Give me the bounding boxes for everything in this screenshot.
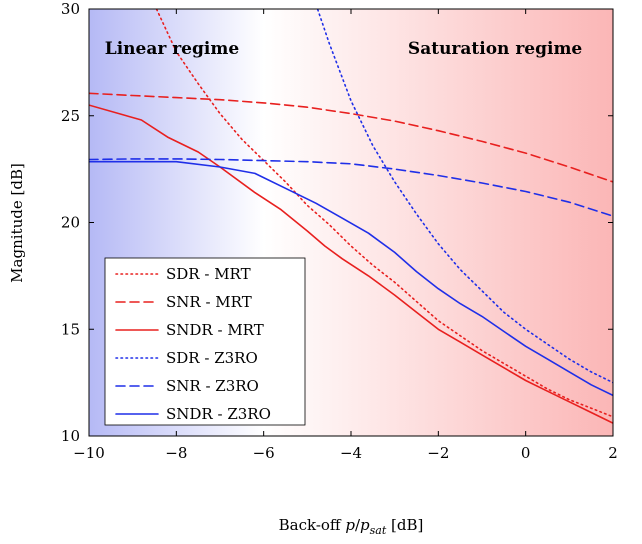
y-tick-label: 25 <box>61 107 80 125</box>
legend-label: SNDR - Z3RO <box>166 405 271 423</box>
series-layer <box>89 9 613 425</box>
x-tick-label: 0 <box>521 444 531 462</box>
region-label-linear: Linear regime <box>105 39 240 59</box>
y-tick-label: 20 <box>61 214 80 232</box>
legend-box <box>104 257 306 426</box>
series-line-snr-mrt <box>89 92 613 183</box>
y-tick-label: 30 <box>61 0 80 18</box>
x-tick-label: −6 <box>253 444 275 462</box>
x-axis-label: Back-off p/psat [dB] <box>279 516 424 537</box>
axis-ticks <box>88 8 614 437</box>
series-line-snr-z3ro <box>89 158 613 217</box>
y-tick-label: 10 <box>61 427 80 445</box>
y-axis-label: Magnitude [dB] <box>8 163 26 283</box>
legend-label: SDR - MRT <box>166 265 251 283</box>
series-line-sdr-z3ro <box>316 9 613 384</box>
series-line-sndr-z3ro <box>89 160 613 397</box>
x-tick-labels: −10 −8 −6 −4 −2 0 2 <box>73 444 618 462</box>
legend-label: SNR - MRT <box>166 293 252 311</box>
x-tick-label: −10 <box>73 444 105 462</box>
x-tick-label: 2 <box>608 444 618 462</box>
region-label-saturation: Saturation regime <box>408 39 583 59</box>
legend-label: SDR - Z3RO <box>166 349 258 367</box>
series-line-sdr-mrt <box>155 9 613 418</box>
legend-swatches <box>115 273 159 415</box>
x-tick-label: −2 <box>427 444 449 462</box>
x-tick-label: −8 <box>165 444 187 462</box>
y-tick-labels: 10 15 20 25 30 <box>61 0 80 445</box>
legend-label: SNDR - MRT <box>166 321 264 339</box>
legend-label: SNR - Z3RO <box>166 377 259 395</box>
region-labels: Linear regime Saturation regime <box>105 39 583 59</box>
legend: SDR - MRT SNR - MRT SNDR - MRT SDR - Z3R… <box>104 257 306 426</box>
y-tick-label: 15 <box>61 320 80 338</box>
x-tick-label: −4 <box>340 444 362 462</box>
